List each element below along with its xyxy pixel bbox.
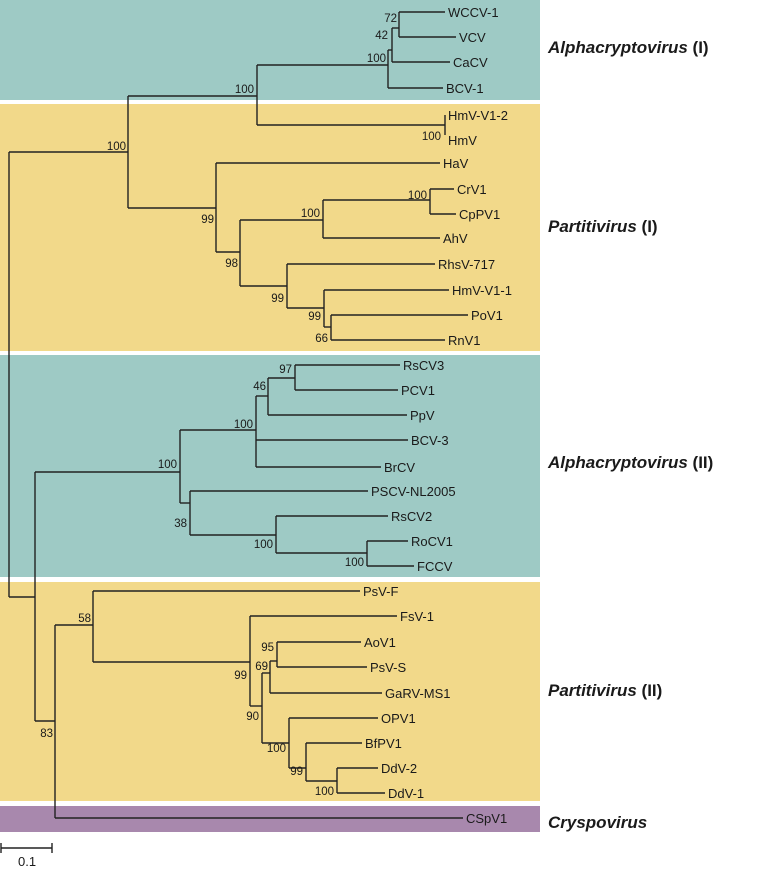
clade-label: Alphacryptovirus (I) (547, 38, 709, 57)
clade-label: Partitivirus (II) (548, 681, 662, 700)
bootstrap-value: 100 (234, 419, 253, 431)
bootstrap-value: 38 (174, 518, 187, 530)
leaf-label: AoV1 (364, 635, 396, 650)
leaf-label: RoCV1 (411, 534, 453, 549)
bootstrap-value: 99 (201, 214, 214, 226)
clade-label: Alphacryptovirus (II) (547, 453, 713, 472)
bootstrap-value: 99 (290, 766, 303, 778)
bootstrap-value: 90 (246, 711, 259, 723)
leaf-label: OPV1 (381, 711, 416, 726)
bootstrap-value: 99 (308, 311, 321, 323)
leaf-label: PCV1 (401, 383, 435, 398)
bootstrap-value: 98 (225, 258, 238, 270)
bootstrap-value: 100 (408, 190, 427, 202)
leaf-label: PsV-F (363, 584, 398, 599)
leaf-label: DdV-2 (381, 761, 417, 776)
leaf-label: CrV1 (457, 182, 487, 197)
leaf-label: DdV-1 (388, 786, 424, 801)
bootstrap-value: 46 (253, 381, 266, 393)
leaf-label: WCCV-1 (448, 5, 499, 20)
bootstrap-value: 99 (271, 293, 284, 305)
bootstrap-value: 100 (235, 84, 254, 96)
band-alphacryptovirus-1 (0, 0, 540, 100)
bootstrap-value: 100 (301, 208, 320, 220)
leaf-label: PpV (410, 408, 435, 423)
leaf-label: HmV (448, 133, 477, 148)
leaf-label: HaV (443, 156, 469, 171)
leaf-label: HmV-V1-1 (452, 283, 512, 298)
bootstrap-value: 100 (158, 459, 177, 471)
leaf-label: BfPV1 (365, 736, 402, 751)
leaf-label: FCCV (417, 559, 453, 574)
bootstrap-value: 58 (78, 613, 91, 625)
leaf-label: PsV-S (370, 660, 406, 675)
leaf-label: CSpV1 (466, 811, 507, 826)
bootstrap-value: 100 (367, 53, 386, 65)
bootstrap-value: 42 (375, 30, 388, 42)
leaf-label: VCV (459, 30, 486, 45)
leaf-label: HmV-V1-2 (448, 108, 508, 123)
leaf-label: CpPV1 (459, 207, 500, 222)
bootstrap-value: 72 (384, 13, 397, 25)
bootstrap-value: 100 (254, 539, 273, 551)
bootstrap-value: 69 (255, 661, 268, 673)
bootstrap-value: 95 (261, 642, 274, 654)
bootstrap-value: 97 (279, 364, 292, 376)
bootstrap-value: 100 (345, 557, 364, 569)
band-partitivirus-1 (0, 104, 540, 351)
bootstrap-value: 100 (267, 743, 286, 755)
bootstrap-value: 100 (107, 141, 126, 153)
leaf-label: PSCV-NL2005 (371, 484, 456, 499)
scale-bar-label: 0.1 (18, 854, 36, 869)
band-cryspovirus (0, 806, 540, 832)
bootstrap-value: 83 (40, 728, 53, 740)
leaf-label: RhsV-717 (438, 257, 495, 272)
scale-bar: 0.1 (0, 843, 53, 869)
bootstrap-value: 100 (315, 786, 334, 798)
leaf-label: RsCV2 (391, 509, 432, 524)
leaf-label: PoV1 (471, 308, 503, 323)
band-alphacryptovirus-2 (0, 355, 540, 577)
leaf-label: BCV-1 (446, 81, 484, 96)
leaf-label: GaRV-MS1 (385, 686, 451, 701)
leaf-label: BCV-3 (411, 433, 449, 448)
leaf-label: RnV1 (448, 333, 481, 348)
clade-label: Partitivirus (I) (548, 217, 658, 236)
clade-label: Cryspovirus (548, 813, 647, 832)
leaf-label: FsV-1 (400, 609, 434, 624)
leaf-label: AhV (443, 231, 468, 246)
leaf-label: BrCV (384, 460, 415, 475)
bootstrap-value: 99 (234, 670, 247, 682)
bootstrap-value: 66 (315, 333, 328, 345)
leaf-label: CaCV (453, 55, 488, 70)
bootstrap-value: 100 (422, 131, 441, 143)
leaf-label: RsCV3 (403, 358, 444, 373)
